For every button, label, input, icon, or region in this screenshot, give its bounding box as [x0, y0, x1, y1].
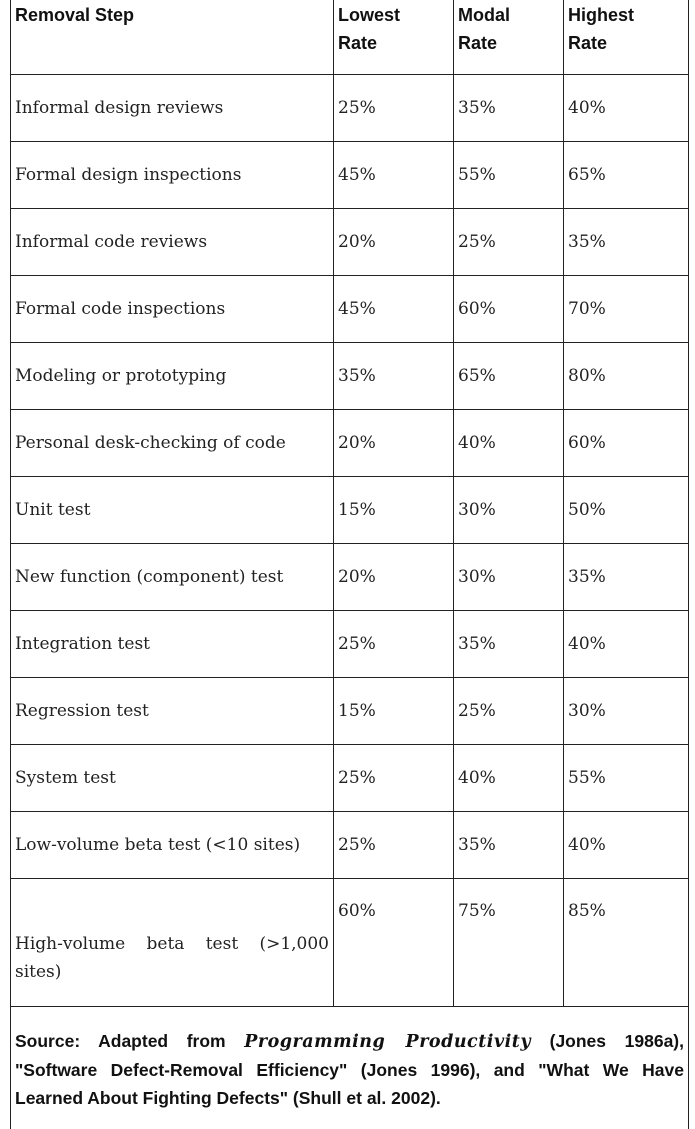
removal-step-cell: Regression test [10, 676, 334, 745]
table-row: Modeling or prototyping 35% 65% 80% [10, 341, 689, 410]
modal-rate-cell: 40% [453, 408, 564, 477]
lowest-rate-cell: 35% [333, 341, 454, 410]
modal-rate-cell: 35% [453, 810, 564, 879]
modal-rate-cell: 30% [453, 475, 564, 544]
removal-step-cell: Personal desk-checking of code [10, 408, 334, 477]
table-row: Unit test 15% 30% 50% [10, 475, 689, 544]
lowest-rate-cell: 20% [333, 542, 454, 611]
table-row: New function (component) test 20% 30% 35% [10, 542, 689, 611]
lowest-rate-cell: 60% [333, 877, 454, 1007]
header-row: Removal Step Lowest Rate Modal Rate Highes… [10, 0, 689, 75]
removal-step-cell: Integration test [10, 609, 334, 678]
highest-rate-cell: 35% [563, 207, 689, 276]
lowest-rate-cell: 25% [333, 743, 454, 812]
lowest-rate-cell: 15% [333, 676, 454, 745]
header-highest-rate: Highest Rate [563, 0, 689, 75]
removal-step-cell: Formal design inspections [10, 140, 334, 209]
header-removal-step: Removal Step [10, 0, 334, 75]
table-row: High-volume beta test (>1,000 sites) 60% 7… [10, 877, 689, 1007]
removal-step-cell: Unit test [10, 475, 334, 544]
lowest-rate-cell: 25% [333, 609, 454, 678]
table-body: Informal design reviews 25% 35% 40% Formal d… [10, 73, 689, 1007]
highest-rate-cell: 30% [563, 676, 689, 745]
table-row: Personal desk-checking of code 20% 40% 60% [10, 408, 689, 477]
source-book-title: Programming Productivity [244, 1031, 532, 1052]
removal-step-cell: New function (component) test [10, 542, 334, 611]
removal-step-cell: High-volume beta test (>1,000 sites) [10, 877, 334, 1007]
lowest-rate-cell: 25% [333, 810, 454, 879]
highest-rate-cell: 50% [563, 475, 689, 544]
removal-step-cell: Low-volume beta test (<10 sites) [10, 810, 334, 879]
highest-rate-cell: 65% [563, 140, 689, 209]
highest-rate-cell: 60% [563, 408, 689, 477]
table-row: System test 25% 40% 55% [10, 743, 689, 812]
table-row: Low-volume beta test (<10 sites) 25% 35% 40… [10, 810, 689, 879]
removal-step-cell: Modeling or prototyping [10, 341, 334, 410]
modal-rate-cell: 75% [453, 877, 564, 1007]
modal-rate-cell: 30% [453, 542, 564, 611]
removal-step-cell: Formal code inspections [10, 274, 334, 343]
source-row: Source: Adapted from Programming Product… [10, 1005, 689, 1129]
lowest-rate-cell: 15% [333, 475, 454, 544]
table-row: Regression test 15% 25% 30% [10, 676, 689, 745]
lowest-rate-cell: 45% [333, 140, 454, 209]
removal-step-cell: Informal code reviews [10, 207, 334, 276]
table-row: Formal design inspections 45% 55% 65% [10, 140, 689, 209]
table-row: Informal code reviews 20% 25% 35% [10, 207, 689, 276]
modal-rate-cell: 25% [453, 676, 564, 745]
lowest-rate-cell: 20% [333, 408, 454, 477]
source-note: Source: Adapted from Programming Product… [10, 1005, 689, 1129]
lowest-rate-cell: 20% [333, 207, 454, 276]
header-lowest-rate: Lowest Rate [333, 0, 454, 75]
removal-step-cell: System test [10, 743, 334, 812]
modal-rate-cell: 35% [453, 609, 564, 678]
table-row: Integration test 25% 35% 40% [10, 609, 689, 678]
highest-rate-cell: 40% [563, 73, 689, 142]
modal-rate-cell: 65% [453, 341, 564, 410]
defect-removal-table: Removal Step Lowest Rate Modal Rate Highes… [10, 0, 689, 1129]
highest-rate-cell: 40% [563, 810, 689, 879]
lowest-rate-cell: 45% [333, 274, 454, 343]
highest-rate-cell: 85% [563, 877, 689, 1007]
removal-step-cell: Informal design reviews [10, 73, 334, 142]
highest-rate-cell: 55% [563, 743, 689, 812]
modal-rate-cell: 60% [453, 274, 564, 343]
highest-rate-cell: 70% [563, 274, 689, 343]
highest-rate-cell: 80% [563, 341, 689, 410]
modal-rate-cell: 35% [453, 73, 564, 142]
table-row: Formal code inspections 45% 60% 70% [10, 274, 689, 343]
modal-rate-cell: 55% [453, 140, 564, 209]
modal-rate-cell: 40% [453, 743, 564, 812]
highest-rate-cell: 40% [563, 609, 689, 678]
header-modal-rate: Modal Rate [453, 0, 564, 75]
modal-rate-cell: 25% [453, 207, 564, 276]
table-row: Informal design reviews 25% 35% 40% [10, 73, 689, 142]
lowest-rate-cell: 25% [333, 73, 454, 142]
highest-rate-cell: 35% [563, 542, 689, 611]
